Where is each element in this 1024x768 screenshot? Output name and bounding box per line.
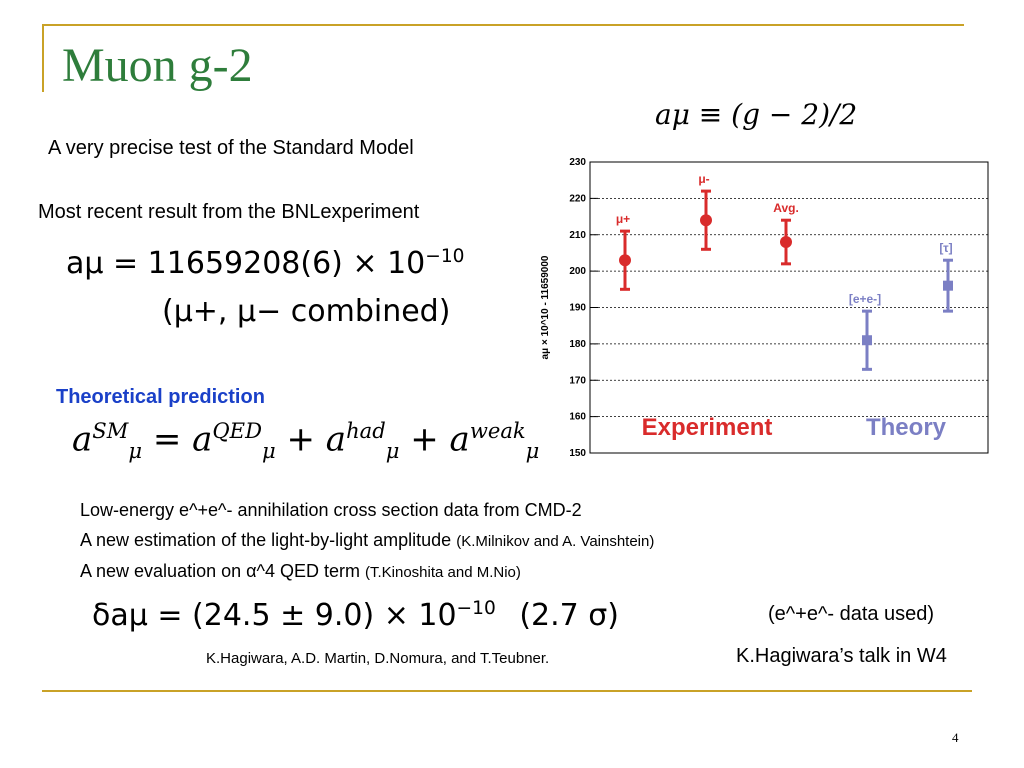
- delta-exponent: −10: [456, 598, 496, 619]
- result-formula: aμ = 11659208(6) × 10−10: [66, 246, 465, 281]
- theory-a-qed: a: [192, 419, 213, 460]
- bullet-item: A new estimation of the light-by-light a…: [80, 530, 654, 551]
- bullet-item: Low-energy e^+e^- annihilation cross sec…: [80, 500, 582, 521]
- title-rule-left: [42, 24, 44, 92]
- data-point: [780, 236, 792, 249]
- theory-mu: μ: [385, 438, 400, 464]
- g2-chart: 150 160 170 180 190 200 210 220 230 aμ × 10^10 -…: [540, 157, 989, 459]
- data-point: [862, 335, 872, 346]
- y-tick-label: 160: [569, 412, 586, 423]
- y-tick-label: 210: [569, 230, 586, 241]
- bullet-item: A new evaluation on α^4 QED term (T.Kino…: [80, 561, 521, 582]
- delta-formula: δaμ = (24.5 ± 9.0) × 10−10 (2.7 σ): [92, 598, 619, 633]
- point-label: μ-: [698, 172, 709, 186]
- theory-qed-label: QED: [212, 418, 262, 443]
- point-label: [τ]: [939, 241, 952, 255]
- title-rule-top: [42, 24, 964, 26]
- delta-sigma: (2.7 σ): [519, 598, 620, 633]
- theory-a-had: a: [325, 419, 347, 460]
- theory-had-label: had: [346, 418, 386, 443]
- definition-formula: aμ ≡ (g − 2)/2: [655, 98, 858, 131]
- theory-a-sm: a: [72, 419, 93, 460]
- theory-mu: μ: [525, 438, 540, 464]
- bnl-text: Most recent result from the BNLexperimen…: [38, 201, 420, 223]
- result-exponent: −10: [425, 246, 465, 267]
- series-label-experiment: Experiment: [642, 414, 773, 441]
- theory-sm-label: SM: [92, 418, 129, 443]
- authors-note: K.Hagiwara, A.D. Martin, D.Nomura, and T…: [206, 650, 550, 667]
- y-tick-label: 200: [569, 266, 586, 277]
- bullet-note: (T.Kinoshita and M.Nio): [365, 564, 521, 581]
- theory-mu: μ: [128, 438, 143, 464]
- bullet-main: Low-energy e^+e^- annihilation cross sec…: [80, 500, 582, 520]
- data-point: [943, 280, 953, 291]
- chart-grid: [590, 197, 988, 418]
- slide-title: Muon g-2: [62, 39, 253, 92]
- page-number: 4: [952, 730, 959, 745]
- point-label: μ+: [616, 212, 630, 226]
- chart-labels: aμ × 10^10 - 11659000 μ+ μ- Avg. [e+e-] [τ] Ex…: [540, 172, 953, 441]
- theory-weak-label: weak: [469, 418, 526, 443]
- theory-formula: aSMμ = aQEDμ + ahadμ + aweakμ: [72, 418, 540, 464]
- y-axis-label: aμ × 10^10 - 11659000: [540, 255, 551, 359]
- series-label-theory: Theory: [866, 414, 947, 441]
- y-tick-label: 190: [569, 303, 586, 314]
- data-point: [700, 214, 712, 227]
- result-note: (μ+, μ− combined): [162, 294, 451, 329]
- data-point: [619, 254, 631, 267]
- intro-text: A very precise test of the Standard Mode…: [48, 137, 414, 159]
- y-tick-label: 170: [569, 375, 586, 386]
- y-tick-label: 180: [569, 339, 586, 350]
- delta-value: δaμ = (24.5 ± 9.0) × 10: [92, 598, 457, 633]
- data-used-note: (e^+e^- data used): [768, 603, 935, 625]
- y-tick-label: 230: [569, 157, 586, 168]
- theory-a-weak: a: [449, 419, 470, 460]
- footer-rule: [42, 690, 972, 692]
- theory-heading: Theoretical prediction: [56, 386, 265, 408]
- bullet-note: (K.Milnikov and A. Vainshtein): [456, 533, 655, 550]
- bullet-main: A new evaluation on α^4 QED term: [80, 561, 365, 581]
- y-tick-label: 150: [569, 448, 586, 459]
- chart-ticks: 150 160 170 180 190 200 210 220 230: [569, 157, 598, 459]
- y-tick-label: 220: [569, 193, 586, 204]
- bullet-main: A new estimation of the light-by-light a…: [80, 530, 457, 550]
- chart-points: [619, 189, 953, 371]
- talk-note: K.Hagiwara’s talk in W4: [736, 645, 947, 667]
- point-label: [e+e-]: [849, 292, 881, 306]
- result-value: aμ = 11659208(6) × 10: [66, 246, 426, 281]
- point-label: Avg.: [773, 201, 799, 215]
- theory-mu: μ: [261, 438, 276, 464]
